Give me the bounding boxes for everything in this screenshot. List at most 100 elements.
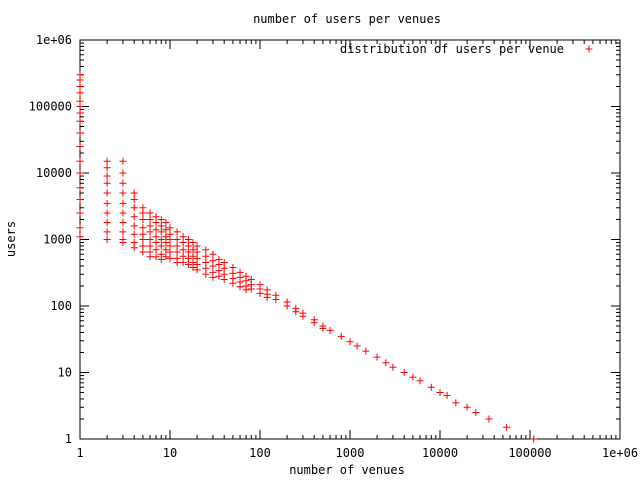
data-point	[179, 252, 187, 260]
data-point	[463, 403, 471, 411]
data-point	[443, 392, 451, 400]
data-point	[130, 230, 138, 238]
data-point	[76, 184, 84, 192]
data-point	[166, 224, 174, 232]
data-point	[146, 236, 154, 243]
data-point	[436, 389, 444, 397]
data-point	[179, 239, 187, 247]
data-point	[400, 369, 408, 376]
data-point	[103, 228, 111, 236]
data-point	[157, 242, 165, 250]
data-point	[409, 373, 417, 381]
data-point	[76, 209, 84, 217]
data-point	[157, 236, 165, 243]
data-points	[76, 71, 538, 443]
y-tick-label: 1e+06	[36, 33, 72, 47]
data-point	[119, 228, 127, 236]
data-point	[119, 169, 127, 177]
data-point	[103, 219, 111, 227]
x-tick-label: 1e+06	[602, 446, 638, 460]
data-point	[139, 242, 147, 250]
data-point	[256, 289, 264, 297]
data-point	[166, 242, 174, 250]
y-tick-label: 10	[58, 366, 72, 380]
data-point	[166, 254, 174, 262]
data-point	[362, 347, 370, 355]
data-point	[139, 209, 147, 217]
axis-ticks	[79, 39, 621, 440]
data-point	[162, 239, 170, 247]
data-point	[152, 219, 160, 227]
y-tick-label: 1	[65, 432, 72, 446]
legend-marker	[585, 45, 593, 53]
data-point	[202, 270, 210, 278]
data-point	[215, 272, 223, 280]
data-point	[76, 233, 84, 241]
data-point	[184, 242, 192, 250]
data-point	[283, 302, 291, 310]
data-point	[229, 279, 237, 287]
legend-marker-symbol	[585, 45, 593, 53]
x-tick-label: 100	[249, 446, 271, 460]
data-point	[146, 209, 154, 217]
x-tick-label: 1000	[336, 446, 365, 460]
data-point	[179, 246, 187, 254]
y-tick-label: 10000	[36, 166, 72, 180]
data-point	[76, 143, 84, 151]
data-point	[382, 359, 390, 367]
data-point	[152, 246, 160, 254]
data-point	[189, 252, 197, 260]
data-point	[103, 189, 111, 197]
data-point	[215, 261, 223, 269]
data-point	[130, 213, 138, 221]
data-point	[146, 253, 154, 261]
data-point	[299, 312, 307, 320]
data-point	[173, 236, 181, 243]
legend-label: distribution of users per venue	[340, 42, 564, 56]
data-point	[452, 399, 460, 407]
data-point	[173, 242, 181, 250]
chart-title: number of users per venues	[253, 12, 441, 26]
data-point	[179, 259, 187, 267]
data-point	[209, 273, 217, 281]
y-tick-label: 1000	[43, 233, 72, 247]
data-point	[146, 222, 154, 230]
data-point	[157, 256, 165, 264]
data-point	[119, 239, 127, 247]
data-point	[139, 215, 147, 223]
data-point	[326, 326, 334, 334]
data-point	[157, 215, 165, 223]
data-point	[346, 338, 354, 346]
data-point	[193, 248, 201, 256]
data-point	[103, 179, 111, 187]
data-point	[76, 224, 84, 232]
data-point	[103, 209, 111, 217]
data-point	[272, 296, 280, 304]
data-point	[189, 246, 197, 254]
data-point	[503, 423, 511, 431]
data-point	[76, 82, 84, 90]
data-point	[152, 226, 160, 234]
y-tick-label: 100000	[29, 100, 72, 114]
data-point	[292, 308, 300, 316]
data-point	[189, 239, 197, 247]
data-point	[337, 332, 345, 340]
data-point	[353, 342, 361, 350]
data-point	[139, 224, 147, 232]
data-point	[202, 246, 210, 254]
data-point	[162, 246, 170, 254]
data-point	[166, 236, 174, 243]
data-point	[76, 89, 84, 97]
data-point	[119, 179, 127, 187]
data-point	[139, 236, 147, 243]
data-point	[173, 228, 181, 236]
data-point	[485, 415, 493, 423]
data-point	[209, 250, 217, 258]
data-point	[184, 254, 192, 262]
data-point	[139, 248, 147, 256]
y-tick-label: 100	[50, 299, 72, 313]
data-point	[152, 253, 160, 261]
data-point	[263, 293, 271, 301]
data-point	[162, 226, 170, 234]
